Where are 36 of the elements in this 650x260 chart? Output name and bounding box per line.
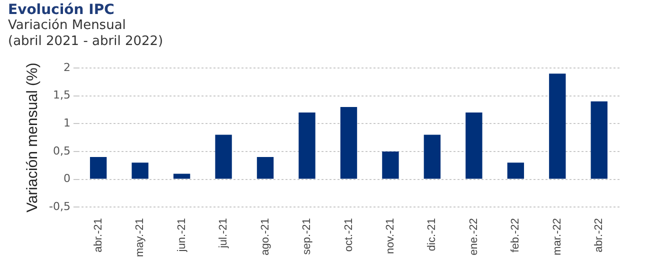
- y-tick-label: -0,5: [48, 200, 70, 213]
- bar: [215, 134, 232, 179]
- x-tick-label: sep.-21: [301, 218, 314, 255]
- y-tick-label: 0,5: [52, 144, 70, 158]
- chart-title: Evolución IPC: [8, 2, 116, 18]
- bar: [382, 151, 399, 179]
- y-tick-label: 2: [63, 60, 70, 74]
- x-tick-label: jun.-21: [176, 218, 188, 253]
- bar: [298, 112, 316, 179]
- bar: [424, 134, 441, 179]
- x-tick-label: may.-21: [134, 218, 146, 258]
- bar: [466, 112, 482, 179]
- bar: [132, 162, 148, 179]
- text: (abril 2021 - abril 2022): [8, 34, 164, 50]
- x-tick-label: mar.-22: [551, 218, 564, 256]
- x-tick-label: ene.-22: [468, 218, 480, 256]
- x-tick-label: feb.-22: [510, 218, 522, 252]
- x-tick-label: abr.-22: [593, 218, 606, 252]
- bar: [507, 162, 524, 179]
- y-tick-label: 1: [63, 116, 70, 130]
- y-axis-title: Variación mensual (%): [24, 62, 42, 212]
- bar: [173, 174, 190, 179]
- x-tick-label: jul.-21: [218, 218, 230, 250]
- bar: [90, 157, 107, 179]
- x-tick-label: ago.-21: [259, 218, 272, 256]
- x-tick-label: abr.-21: [92, 218, 104, 252]
- bar: [590, 101, 608, 179]
- y-tick-label: 0: [63, 172, 70, 186]
- chart-subtitle: Variación Mensual: [8, 18, 127, 34]
- y-tick-label: 1,5: [52, 88, 70, 102]
- x-tick-label: nov.-21: [384, 218, 396, 254]
- x-tick-label: dic.-21: [426, 218, 438, 252]
- bar: [549, 74, 566, 179]
- x-tick-label: oct.-21: [342, 218, 355, 252]
- bar: [340, 106, 358, 179]
- bar: [256, 157, 274, 179]
